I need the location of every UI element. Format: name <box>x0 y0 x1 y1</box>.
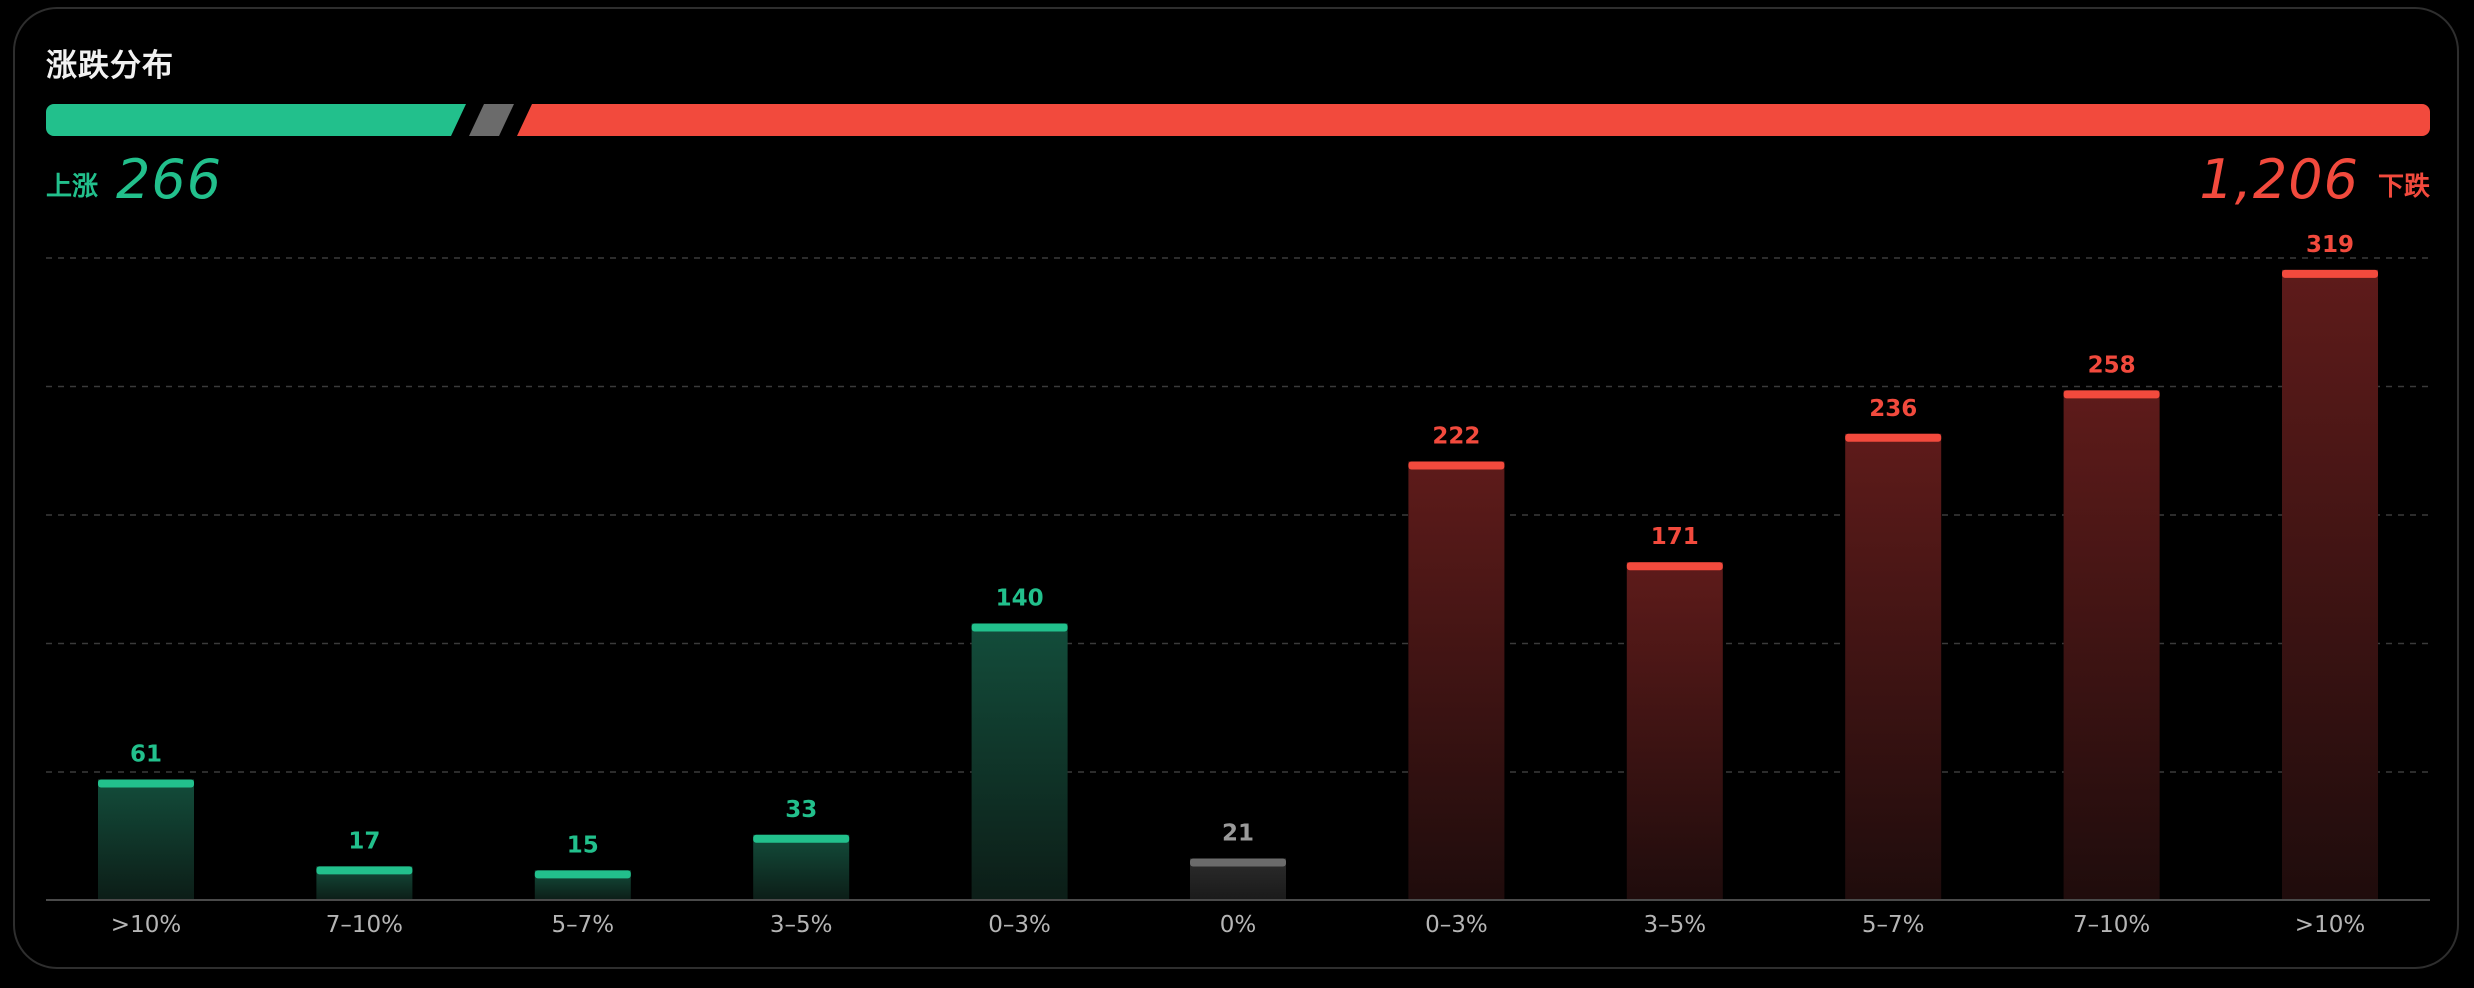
grid-lines <box>46 257 2430 773</box>
bar-down <box>1408 461 1505 900</box>
x-tick-label: 3–5% <box>1643 912 1706 938</box>
x-axis-labels: >10% 7–10% 5–7% 3–5% 0–3% 0% 0–3% 3–5% 5–7% 7–10%… <box>111 912 2365 938</box>
x-tick-label: 7–10% <box>326 912 403 938</box>
bars <box>98 269 2378 900</box>
bar-cap-up <box>753 834 850 843</box>
bar-cap-flat <box>1190 858 1286 867</box>
bar-cap-down <box>2282 269 2378 278</box>
down-count: 1,206 <box>2199 148 2359 211</box>
bar-down <box>1845 433 1942 900</box>
bar-value-label: 21 <box>1222 821 1254 847</box>
bar-cap-down <box>2063 390 2160 399</box>
bar-cap-up <box>971 623 1068 632</box>
bar-up <box>971 623 1068 900</box>
up-label: 上涨 <box>46 172 99 202</box>
bar-value-label: 140 <box>996 585 1044 611</box>
bar-up <box>98 779 194 900</box>
bar-value-label: 171 <box>1651 524 1699 550</box>
down-label: 下跌 <box>2377 172 2430 202</box>
x-tick-label: 0–3% <box>988 912 1051 938</box>
distribution-card <box>13 7 2459 969</box>
x-tick-label: >10% <box>111 912 181 938</box>
up-down-ratio-bar <box>46 104 2430 136</box>
bar-cap-down <box>1845 433 1942 442</box>
up-count: 266 <box>116 148 223 211</box>
bar-cap-up <box>98 779 194 788</box>
x-tick-label: 7–10% <box>2073 912 2150 938</box>
x-tick-label: 3–5% <box>770 912 833 938</box>
bar-down <box>2282 269 2378 900</box>
ratio-flat-segment <box>469 104 514 136</box>
x-tick-label: 0–3% <box>1425 912 1488 938</box>
bar-value-label: 222 <box>1432 423 1480 449</box>
bar-value-label: 258 <box>2088 352 2136 378</box>
bar-value-label: 17 <box>348 828 380 854</box>
bar-cap-down <box>1626 562 1723 571</box>
bar-value-label: 15 <box>567 832 599 858</box>
value-labels: 61 17 15 33 140 21 222 171 236 258 319 <box>130 232 2354 859</box>
bar-cap-up <box>534 870 631 879</box>
bar-down <box>1626 562 1723 900</box>
bar-down <box>2063 390 2160 900</box>
x-tick-label: 5–7% <box>551 912 614 938</box>
x-tick-label: 5–7% <box>1862 912 1925 938</box>
bar-value-label: 236 <box>1869 396 1917 422</box>
bar-value-label: 319 <box>2306 232 2354 258</box>
bar-value-label: 33 <box>785 797 817 823</box>
x-tick-label: 0% <box>1220 912 1257 938</box>
bar-cap-down <box>1408 461 1505 470</box>
x-tick-label: >10% <box>2295 912 2365 938</box>
card-title: 涨跌分布 <box>46 48 174 84</box>
ratio-up-segment <box>46 104 466 136</box>
bar-value-label: 61 <box>130 742 162 768</box>
ratio-down-segment <box>517 104 2430 136</box>
bar-cap-up <box>316 866 413 875</box>
bar-up <box>753 834 850 900</box>
